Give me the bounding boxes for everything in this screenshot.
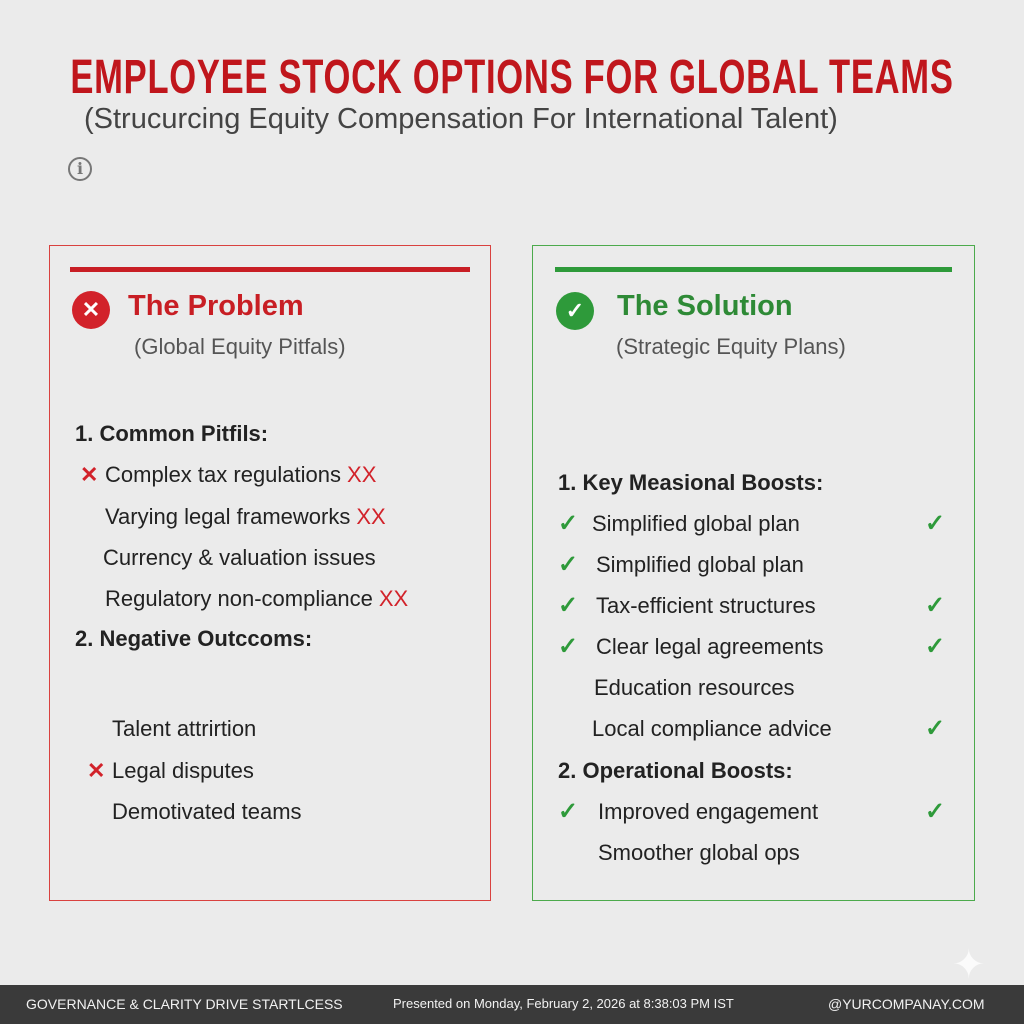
check-icon: ✓ [925,798,946,825]
problem-title: The Problem [128,290,304,322]
check-icon: ✓ [925,592,946,619]
footer-bar: GOVERNANCE & CLARITY DRIVE STARTLCESS Pr… [0,985,1024,1024]
xx-marker: XX [347,462,377,487]
solution-list-item: Local compliance advice [592,716,832,741]
footer-left-text: GOVERNANCE & CLARITY DRIVE STARTLCESS [26,996,343,1012]
check-icon: ✓ [558,798,579,825]
solution-list-item: Simplified global plan [592,511,800,536]
problem-list-item: Talent attrirtion [112,716,256,742]
problem-list-item: Complex tax regulations XX [105,462,376,488]
check-icon: ✓ [558,633,579,660]
item-text: Talent attrirtion [112,716,257,741]
x-mark-icon: ✕ [80,462,99,487]
xx-marker: XX [356,504,386,529]
problem-list-item: Regulatory non-compliance XX [105,586,408,612]
problem-divider [70,267,470,272]
solution-list-item: Tax-efficient structures [596,593,816,618]
solution-title: The Solution [617,290,793,322]
x-mark-icon: ✕ [87,758,106,783]
item-text: Complex tax regulations [105,462,342,487]
solution-list-item: Simplified global plan [596,552,804,577]
solution-section-heading: 1. Key Measional Boosts: [558,470,824,495]
solution-panel [532,245,975,901]
check-icon: ✓ [925,715,946,742]
page-title: EMPLOYEE STOCK OPTIONS FOR GLOBAL TEAMS [70,51,954,104]
check-icon: ✓ [558,551,579,578]
problem-panel [49,245,491,901]
item-text: Varying legal frameworks [105,504,351,529]
solution-section-heading: 2. Operational Boosts: [558,758,793,783]
info-icon[interactable]: i [68,157,92,181]
check-icon: ✓ [925,633,946,660]
page-subtitle: (Strucurcing Equity Compensation For Int… [84,103,838,135]
problem-section-heading: 1. Common Pitfils: [75,421,269,446]
problem-list-item: Legal disputes [112,758,254,784]
solution-subtitle: (Strategic Equity Plans) [616,334,846,359]
problem-list-item: Demotivated teams [112,799,302,825]
item-text: Regulatory non-compliance [105,586,373,611]
solution-list-item: Clear legal agreements [596,634,824,659]
solution-list-item: Improved engagement [598,799,819,824]
check-icon: ✓ [558,592,579,619]
item-text: Demotivated teams [112,799,302,824]
x-circle-icon: ✕ [72,291,110,329]
item-text: Currency & valuation issues [103,545,376,570]
problem-list-item: Varying legal frameworks XX [105,504,386,530]
problem-list-item: Currency & valuation issues [103,545,376,571]
xx-marker: XX [378,586,409,611]
check-icon: ✓ [558,510,579,537]
check-circle-icon: ✓ [556,292,594,330]
solution-list-item: Smoother global ops [598,840,800,865]
footer-website: @YURCOMPANAY.COM [828,996,985,1012]
sparkle-icon: ✦ [952,943,986,987]
check-icon: ✓ [925,510,946,537]
solution-list-item: Education resources [594,675,795,700]
problem-subtitle: (Global Equity Pitfals) [134,334,346,359]
item-text: Legal disputes [112,758,254,783]
solution-divider [555,267,952,272]
problem-section-heading: 2. Negative Outccoms: [75,626,313,651]
footer-date: Presented on Monday, February 2, 2026 at… [393,996,734,1011]
